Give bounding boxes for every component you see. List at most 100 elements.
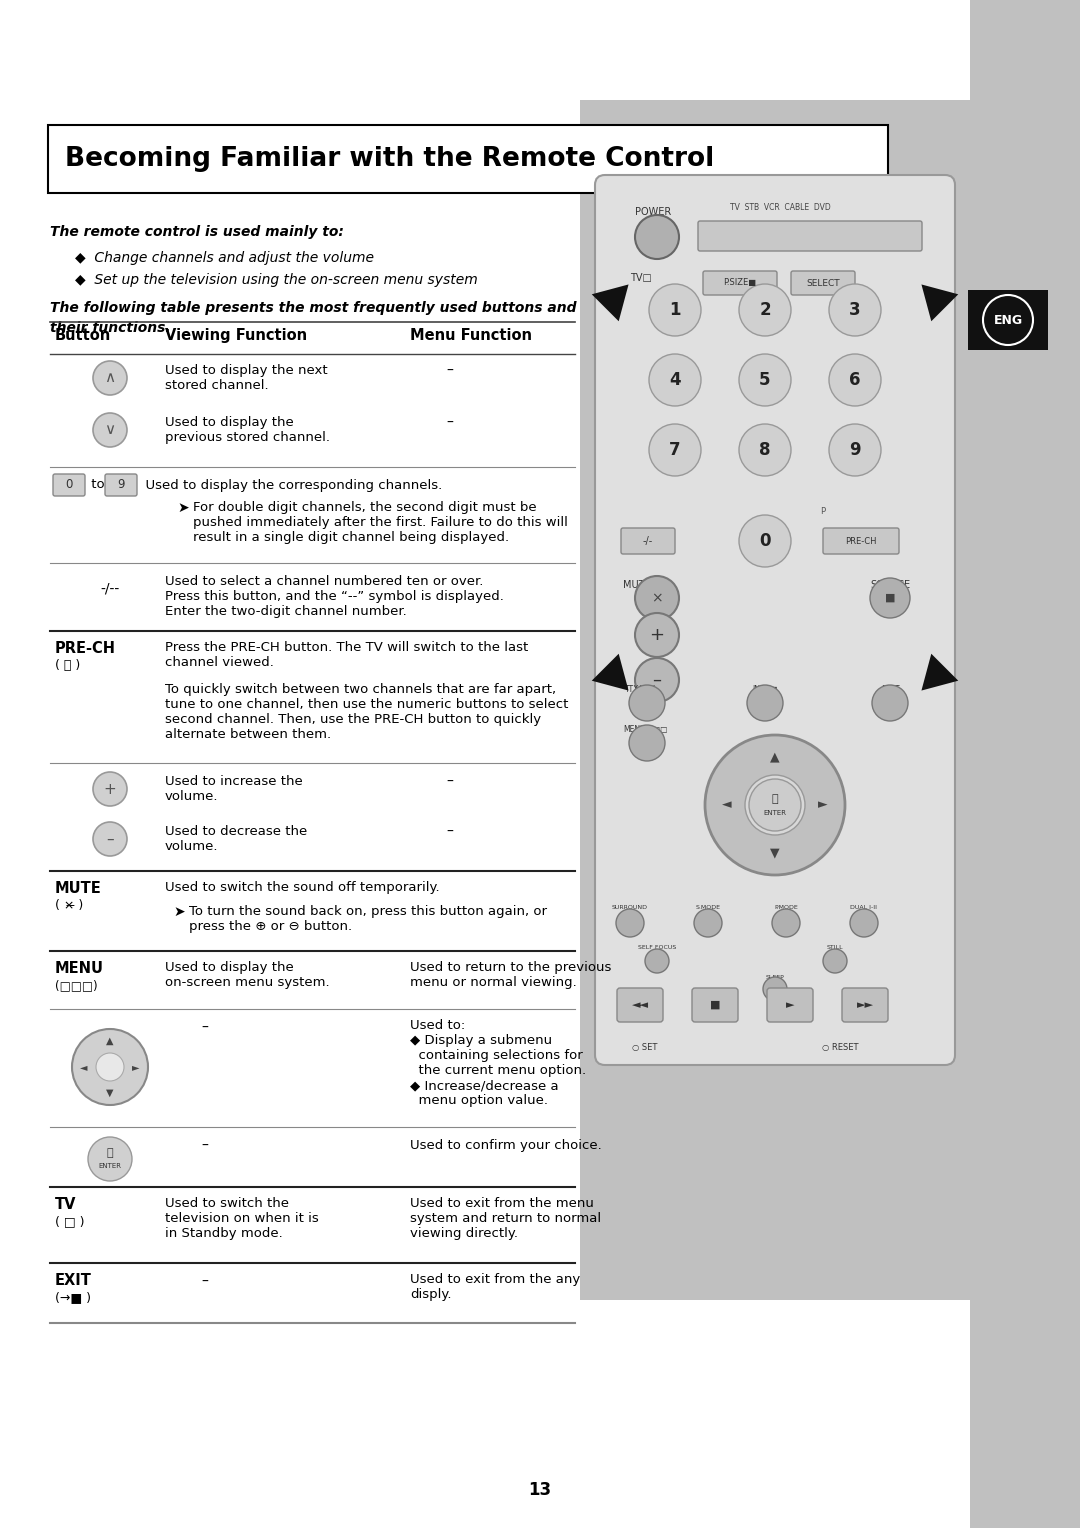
Text: ▼: ▼ (770, 847, 780, 859)
Text: Used to select a channel numbered ten or over.
Press this button, and the “--” s: Used to select a channel numbered ten or… (165, 575, 504, 617)
FancyBboxPatch shape (580, 99, 970, 1300)
FancyBboxPatch shape (842, 989, 888, 1022)
Text: ( ⓢ ): ( ⓢ ) (55, 659, 80, 672)
Text: EXIT: EXIT (55, 1273, 92, 1288)
Text: SELECT: SELECT (806, 278, 840, 287)
Text: ➤: ➤ (173, 905, 185, 918)
Text: P.SIZE■: P.SIZE■ (724, 278, 757, 287)
FancyBboxPatch shape (105, 474, 137, 497)
Text: –: – (652, 671, 661, 689)
Text: ►: ► (819, 799, 827, 811)
Text: 6: 6 (849, 371, 861, 390)
Text: P.MODE: P.MODE (774, 905, 798, 911)
Text: 8: 8 (759, 442, 771, 458)
Polygon shape (592, 284, 629, 321)
Circle shape (829, 354, 881, 406)
FancyBboxPatch shape (970, 0, 1080, 1528)
FancyBboxPatch shape (617, 989, 663, 1022)
Text: Press the PRE-CH button. The TV will switch to the last
channel viewed.: Press the PRE-CH button. The TV will swi… (165, 642, 528, 669)
Circle shape (93, 822, 127, 856)
Text: Used to increase the
volume.: Used to increase the volume. (165, 775, 302, 804)
Text: ENTER: ENTER (764, 810, 786, 816)
Text: –: – (446, 364, 454, 377)
Text: 5: 5 (759, 371, 771, 390)
Text: ▲: ▲ (770, 750, 780, 764)
Text: ►: ► (132, 1062, 139, 1073)
Text: Used to display the next
stored channel.: Used to display the next stored channel. (165, 364, 327, 393)
Text: Used to display the
previous stored channel.: Used to display the previous stored chan… (165, 416, 330, 445)
Text: ⭳: ⭳ (772, 795, 779, 804)
Circle shape (93, 361, 127, 396)
Text: ○ SET: ○ SET (632, 1044, 658, 1051)
Text: 7: 7 (670, 442, 680, 458)
Circle shape (93, 413, 127, 448)
Text: ➤: ➤ (177, 501, 189, 515)
Circle shape (616, 909, 644, 937)
Text: -/--: -/-- (100, 581, 120, 594)
Circle shape (747, 685, 783, 721)
Text: Used to display the corresponding channels.: Used to display the corresponding channe… (137, 478, 442, 492)
Text: The following table presents the most frequently used buttons and: The following table presents the most fr… (50, 301, 577, 315)
Text: ∨: ∨ (105, 423, 116, 437)
Text: ▲: ▲ (106, 1036, 113, 1047)
Circle shape (750, 779, 801, 831)
Text: Used to:
◆ Display a submenu
  containing selections for
  the current menu opti: Used to: ◆ Display a submenu containing … (410, 1019, 586, 1106)
Text: ∧: ∧ (105, 370, 116, 385)
Text: ○ RESET: ○ RESET (822, 1044, 859, 1051)
Circle shape (739, 515, 791, 567)
FancyBboxPatch shape (595, 176, 955, 1065)
Text: Used to switch the sound off temporarily.: Used to switch the sound off temporarily… (165, 882, 440, 894)
Circle shape (872, 685, 908, 721)
Circle shape (96, 1053, 124, 1080)
Text: STILL: STILL (826, 944, 843, 950)
Text: P: P (820, 507, 825, 516)
Text: DUAL I-II: DUAL I-II (851, 905, 877, 911)
Text: EXIT: EXIT (881, 685, 900, 694)
Text: Used to exit from the any
disply.: Used to exit from the any disply. (410, 1273, 580, 1300)
Text: SLEEP: SLEEP (766, 975, 784, 979)
Circle shape (870, 578, 910, 617)
Text: TV  STB  VCR  CABLE  DVD: TV STB VCR CABLE DVD (730, 203, 831, 212)
Text: ×: × (651, 591, 663, 605)
Text: SELF FOCUS: SELF FOCUS (638, 944, 676, 950)
Text: Used to confirm your choice.: Used to confirm your choice. (410, 1138, 602, 1152)
Circle shape (629, 724, 665, 761)
Text: ( □ ): ( □ ) (55, 1215, 84, 1229)
Text: ( ×̶ ): ( ×̶ ) (55, 898, 83, 912)
Text: –: – (202, 1138, 208, 1154)
Text: 0: 0 (65, 478, 72, 492)
FancyBboxPatch shape (48, 125, 888, 193)
Circle shape (635, 659, 679, 701)
Circle shape (649, 354, 701, 406)
Text: –: – (446, 775, 454, 788)
Text: (□□□): (□□□) (55, 979, 97, 992)
Circle shape (635, 215, 679, 260)
Polygon shape (921, 654, 958, 691)
Text: Button: Button (55, 329, 111, 342)
Text: their functions.: their functions. (50, 321, 171, 335)
Circle shape (72, 1028, 148, 1105)
Text: 4: 4 (670, 371, 680, 390)
FancyBboxPatch shape (698, 222, 922, 251)
Text: PRE-CH: PRE-CH (846, 536, 877, 545)
Text: Used to return to the previous
menu or normal viewing.: Used to return to the previous menu or n… (410, 961, 611, 989)
Text: INFO■: INFO■ (753, 685, 778, 694)
Circle shape (739, 284, 791, 336)
Text: ▼: ▼ (106, 1088, 113, 1099)
Text: To quickly switch between two channels that are far apart,
tune to one channel, : To quickly switch between two channels t… (165, 683, 568, 741)
Text: MUTE: MUTE (623, 581, 650, 590)
Polygon shape (592, 654, 629, 691)
Circle shape (829, 284, 881, 336)
Text: Used to switch the
television on when it is
in Standby mode.: Used to switch the television on when it… (165, 1196, 319, 1241)
Text: +: + (104, 781, 117, 796)
Text: Viewing Function: Viewing Function (165, 329, 307, 342)
Text: 3: 3 (849, 301, 861, 319)
Circle shape (629, 685, 665, 721)
Text: –: – (446, 416, 454, 429)
Text: TTX/MIX: TTX/MIX (625, 685, 657, 694)
Text: TV□: TV□ (630, 274, 651, 283)
Circle shape (762, 976, 787, 1001)
Circle shape (649, 284, 701, 336)
Circle shape (739, 354, 791, 406)
Text: ◆  Change channels and adjust the volume: ◆ Change channels and adjust the volume (75, 251, 374, 264)
